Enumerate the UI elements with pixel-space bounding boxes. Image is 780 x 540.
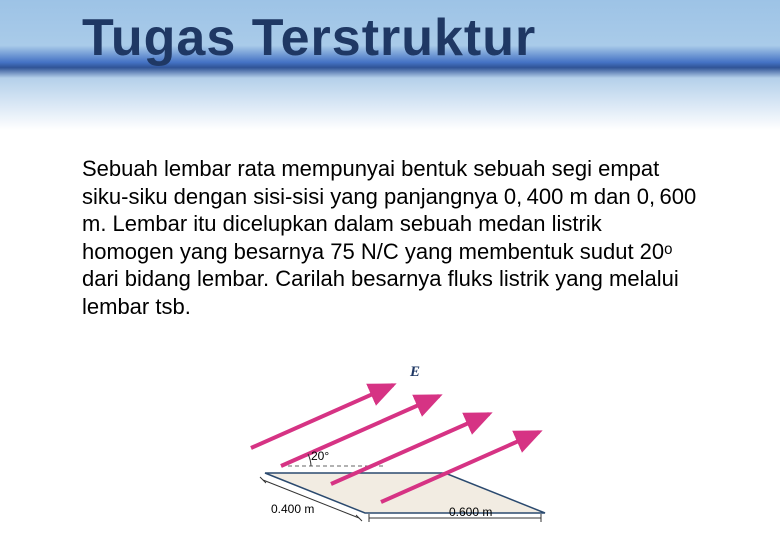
field-arrow-3	[251, 385, 393, 448]
field-arrow-0	[281, 396, 439, 466]
header-band: Tugas Terstruktur	[0, 0, 780, 130]
width-label: 0.400 m	[271, 502, 314, 516]
slide-title: Tugas Terstruktur	[82, 8, 536, 68]
field-label: E⃗	[409, 364, 432, 380]
length-label: 0.600 m	[449, 505, 492, 519]
slide: Tugas Terstruktur Sebuah lembar rata mem…	[0, 0, 780, 540]
problem-text: Sebuah lembar rata mempunyai bentuk sebu…	[82, 155, 698, 320]
angle-label: 20°	[311, 449, 329, 463]
flux-diagram: 20° E⃗ 0.400 m 0.600 m	[235, 358, 575, 528]
